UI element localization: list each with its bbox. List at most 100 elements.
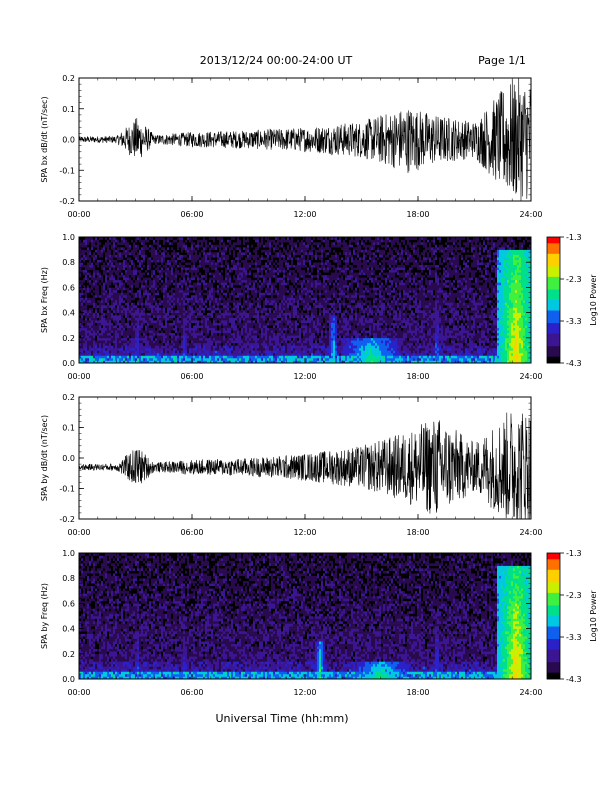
spectrogram-cell bbox=[161, 323, 163, 326]
spectrogram-cell bbox=[127, 358, 129, 361]
spectrogram-cell bbox=[189, 285, 191, 288]
spectrogram-cell bbox=[141, 290, 143, 293]
spectrogram-cell bbox=[191, 247, 193, 250]
spectrogram-cell bbox=[145, 287, 147, 290]
spectrogram-cell bbox=[81, 277, 83, 280]
spectrogram-cell bbox=[233, 340, 235, 343]
spectrogram-cell bbox=[219, 277, 221, 280]
spectrogram-cell bbox=[253, 262, 255, 265]
spectrogram-cell bbox=[227, 282, 229, 285]
spectrogram-cell bbox=[125, 240, 127, 243]
spectrogram-cell bbox=[125, 297, 127, 300]
spectrogram-cell bbox=[239, 315, 241, 318]
spectrogram-cell bbox=[93, 300, 95, 303]
spectrogram-cell bbox=[103, 290, 105, 293]
spectrogram-cell bbox=[185, 295, 187, 298]
spectrogram-cell bbox=[271, 353, 273, 356]
spectrogram-cell bbox=[119, 275, 121, 278]
spectrogram-cell bbox=[181, 343, 183, 346]
spectrogram-cell bbox=[241, 308, 243, 311]
spectrogram-cell bbox=[237, 353, 239, 356]
spectrogram-cell bbox=[219, 285, 221, 288]
spectrogram-cell bbox=[165, 252, 167, 255]
spectrogram-cell bbox=[257, 348, 259, 351]
spectrogram-cell bbox=[133, 250, 135, 253]
spectrogram-cell bbox=[271, 308, 273, 311]
spectrogram-cell bbox=[193, 355, 195, 358]
spectrogram-cell bbox=[117, 340, 119, 343]
spectrogram-cell bbox=[215, 338, 217, 341]
spectrogram-cell bbox=[209, 335, 211, 338]
spectrogram-cell bbox=[183, 260, 185, 263]
spectrogram-cell bbox=[165, 272, 167, 275]
spectrogram-cell bbox=[135, 305, 137, 308]
spectrogram-cell bbox=[151, 358, 153, 361]
spectrogram-cell bbox=[249, 343, 251, 346]
spectrogram-cell bbox=[265, 323, 267, 326]
spectrogram-cell bbox=[161, 295, 163, 298]
spectrogram-cell bbox=[197, 340, 199, 343]
spectrogram-cell bbox=[135, 358, 137, 361]
spectrogram-cell bbox=[113, 280, 115, 283]
spectrogram-cell bbox=[105, 240, 107, 243]
spectrogram-cell bbox=[167, 348, 169, 351]
spectrogram-cell bbox=[175, 305, 177, 308]
spectrogram-cell bbox=[119, 245, 121, 248]
spectrogram-cell bbox=[89, 318, 91, 321]
spectrogram-cell bbox=[149, 292, 151, 295]
spectrogram-cell bbox=[171, 260, 173, 263]
spectrogram-cell bbox=[133, 353, 135, 356]
spectrogram-cell bbox=[237, 335, 239, 338]
spectrogram-cell bbox=[123, 333, 125, 336]
spectrogram-cell bbox=[93, 313, 95, 316]
spectrogram-cell bbox=[173, 313, 175, 316]
spectrogram-cell bbox=[137, 240, 139, 243]
spectrogram-cell bbox=[269, 250, 271, 253]
spectrogram-cell bbox=[149, 252, 151, 255]
spectrogram-cell bbox=[137, 308, 139, 311]
spectrogram-cell bbox=[191, 265, 193, 268]
spectrogram-cell bbox=[213, 318, 215, 321]
spectrogram-cell bbox=[259, 358, 261, 361]
spectrogram-cell bbox=[179, 315, 181, 318]
spectrogram-cell bbox=[133, 265, 135, 268]
spectrogram-cell bbox=[239, 325, 241, 328]
spectrogram-cell bbox=[227, 277, 229, 280]
spectrogram-cell bbox=[259, 348, 261, 351]
spectrogram-cell bbox=[219, 247, 221, 250]
spectrogram-cell bbox=[157, 330, 159, 333]
spectrogram-cell bbox=[159, 245, 161, 248]
spectrogram-cell bbox=[181, 257, 183, 260]
spectrogram-cell bbox=[173, 348, 175, 351]
spectrogram-cell bbox=[173, 290, 175, 293]
spectrogram-cell bbox=[123, 255, 125, 258]
spectrogram-cell bbox=[121, 358, 123, 361]
spectrogram-cell bbox=[227, 328, 229, 331]
spectrogram-cell bbox=[199, 338, 201, 341]
spectrogram-cell bbox=[167, 242, 169, 245]
spectrogram-cell bbox=[143, 320, 145, 323]
spectrogram-cell bbox=[177, 282, 179, 285]
spectrogram-cell bbox=[255, 335, 257, 338]
spectrogram-cell bbox=[223, 325, 225, 328]
spectrogram-cell bbox=[153, 242, 155, 245]
spectrogram-cell bbox=[269, 282, 271, 285]
spectrogram-cell bbox=[215, 310, 217, 313]
spectrogram-cell bbox=[167, 345, 169, 348]
spectrogram-cell bbox=[241, 330, 243, 333]
spectrogram-cell bbox=[167, 247, 169, 250]
spectrogram-cell bbox=[257, 262, 259, 265]
spectrogram-cell bbox=[121, 295, 123, 298]
spectrogram-cell bbox=[139, 345, 141, 348]
spectrogram-cell bbox=[91, 350, 93, 353]
spectrogram-cell bbox=[213, 300, 215, 303]
spectrogram-cell bbox=[125, 275, 127, 278]
spectrogram-cell bbox=[99, 358, 101, 361]
spectrogram-cell bbox=[213, 313, 215, 316]
spectrogram-cell bbox=[85, 303, 87, 306]
spectrogram-cell bbox=[121, 265, 123, 268]
spectrogram-cell bbox=[147, 315, 149, 318]
spectrogram-cell bbox=[125, 310, 127, 313]
spectrogram-cell bbox=[137, 262, 139, 265]
